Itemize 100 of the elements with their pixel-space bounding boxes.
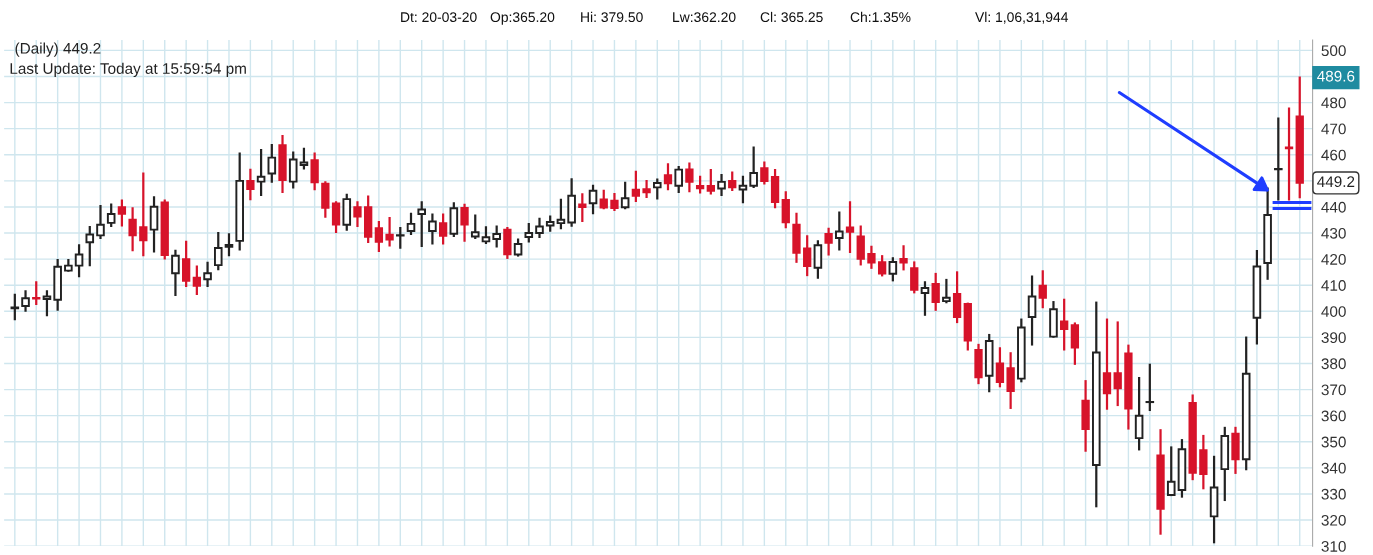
candlestick <box>1199 434 1208 490</box>
text: Dt: 20-03-20 <box>401 12 477 23</box>
candlestick <box>845 201 855 253</box>
y-tick-label: 380 <box>1321 358 1346 370</box>
candlestick <box>931 272 940 311</box>
candlestick <box>1166 446 1176 497</box>
text: Op:365.20 <box>490 12 555 25</box>
candlestick <box>438 213 448 245</box>
candlestick <box>1070 322 1080 365</box>
candlestick <box>460 203 469 242</box>
y-tick-label: 440 <box>1321 201 1346 213</box>
candlestick <box>139 172 148 257</box>
candlestick <box>192 265 202 295</box>
candlestick <box>149 196 159 253</box>
candlestick <box>663 163 673 191</box>
text: Ch:1.35% <box>850 11 911 23</box>
candlestick <box>374 220 384 252</box>
y-tick-label: 470 <box>1321 123 1346 135</box>
candlestick <box>920 281 930 316</box>
candlestick <box>631 170 641 203</box>
candlestick <box>1274 117 1283 201</box>
candlestick <box>642 180 651 198</box>
text: Vl: 1,06,31,944 <box>975 11 1069 24</box>
candlestick <box>1145 363 1155 412</box>
candlestick <box>952 271 962 324</box>
candlestick <box>117 199 127 227</box>
candlestick <box>1060 298 1069 351</box>
y-tick-label: 500 <box>1321 45 1346 57</box>
candlestick <box>353 201 362 228</box>
y-tick-label: 430 <box>1321 227 1346 239</box>
candlestick <box>74 244 84 278</box>
candlestick <box>406 212 416 235</box>
candlestick <box>910 261 919 294</box>
candlestick <box>749 146 758 188</box>
candlestick <box>813 240 823 279</box>
candlestick <box>824 227 833 256</box>
candlestick <box>385 217 394 247</box>
candlestick <box>1038 270 1047 309</box>
y-tick-label: 390 <box>1321 332 1346 344</box>
candlestick <box>224 233 234 257</box>
y-tick-label: 360 <box>1321 410 1346 422</box>
candlestick <box>42 290 52 317</box>
y-tick-label: 420 <box>1321 253 1346 265</box>
text: 449.2 <box>1317 176 1355 188</box>
y-tick-label: 460 <box>1321 149 1346 161</box>
candlestick <box>213 231 223 271</box>
candlestick <box>1027 275 1037 346</box>
candlestick <box>299 147 309 170</box>
candlestick <box>588 184 598 215</box>
candlestick <box>417 201 426 247</box>
candlestick <box>256 148 266 197</box>
candlestick <box>620 181 630 210</box>
candlestick <box>21 290 30 312</box>
candlestick <box>331 201 341 234</box>
candlestick <box>888 257 898 282</box>
candlestick <box>578 193 587 222</box>
candlestick <box>803 235 812 277</box>
y-tick-label: 340 <box>1321 462 1346 474</box>
candlestick <box>310 152 319 191</box>
candlestick <box>85 225 95 267</box>
text: 489.6 <box>1317 70 1355 82</box>
text: Hi: 379.50 <box>581 11 643 23</box>
candlestick <box>1006 352 1015 409</box>
candlestick <box>1102 318 1112 410</box>
candlestick <box>288 151 298 189</box>
candlestick <box>492 225 501 248</box>
text: Cl: 365.25 <box>760 11 823 23</box>
y-tick-label: 330 <box>1321 488 1346 500</box>
candlestick <box>203 261 212 288</box>
candlestick <box>867 245 876 269</box>
candlestick <box>717 174 726 197</box>
candlestick <box>674 165 683 193</box>
candlestick <box>781 191 790 229</box>
text: Lw:362.20 <box>673 12 736 23</box>
y-tick-label: 350 <box>1321 436 1346 448</box>
y-tick-label: 320 <box>1321 514 1346 526</box>
text: Last Update: Today at 15:59:54 pm <box>10 62 246 77</box>
candlestick <box>835 211 844 251</box>
y-tick-label: 310 <box>1321 540 1346 552</box>
candlestick <box>652 178 662 200</box>
y-tick-label: 400 <box>1321 306 1346 317</box>
candlestick <box>181 240 191 288</box>
chart-title: (Daily) 449.2 <box>15 42 101 57</box>
candlestick <box>877 255 887 277</box>
candlestick <box>1113 321 1122 407</box>
candlestick <box>535 217 544 239</box>
candlestick <box>899 245 908 271</box>
candlestick <box>706 169 715 195</box>
candlestick <box>106 203 116 228</box>
candlestick <box>995 347 1005 388</box>
candlestick <box>171 249 180 296</box>
y-tick-label: 480 <box>1321 97 1346 109</box>
candlestick <box>942 278 951 304</box>
candlestick <box>96 205 105 240</box>
candlestick <box>428 213 437 245</box>
candlestick <box>738 175 748 204</box>
candlestick <box>1134 376 1144 451</box>
candlestick <box>128 207 137 252</box>
candlestick <box>556 198 566 230</box>
candlestick <box>32 281 41 306</box>
